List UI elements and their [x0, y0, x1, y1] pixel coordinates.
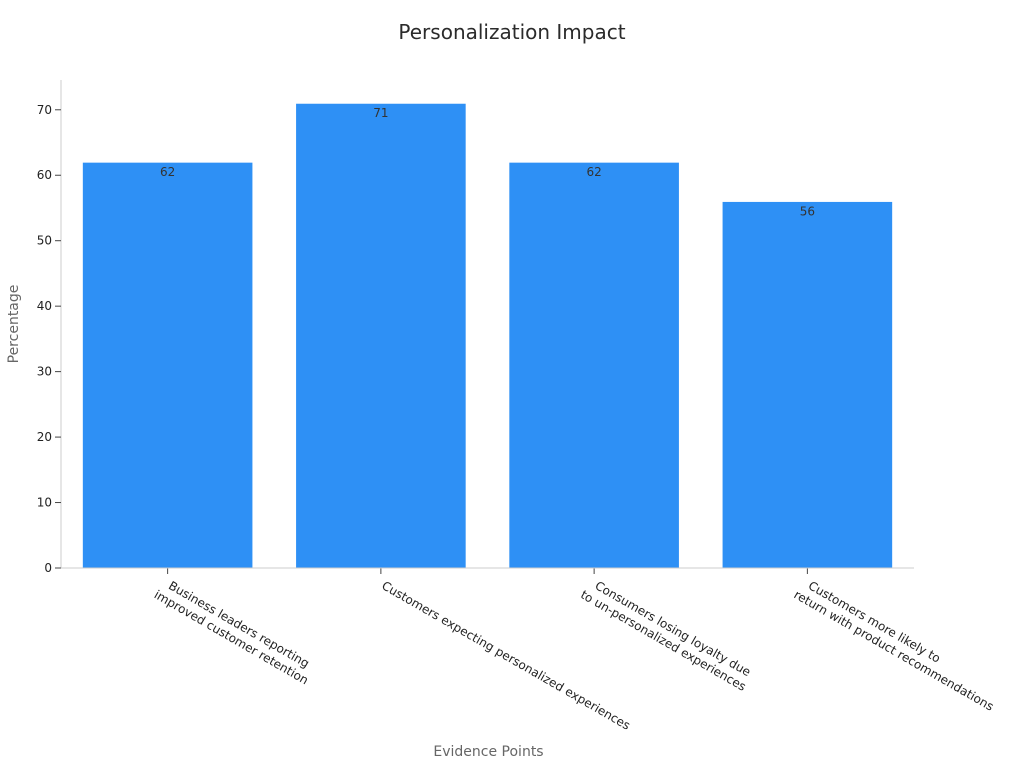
axes-group: [55, 80, 914, 574]
y-tick-label-30: 30: [37, 365, 52, 379]
chart-title: Personalization Impact: [398, 20, 626, 44]
bar-3: [508, 161, 680, 569]
y-tick-label-70: 70: [37, 103, 52, 117]
x-tick-label-line: to un-personalized experiences: [578, 587, 748, 693]
bar-4: [721, 200, 894, 569]
y-tick-label-40: 40: [37, 299, 52, 313]
bar-value-label-2: 71: [373, 106, 388, 120]
x-tick-label-line: improved customer retention: [152, 587, 311, 687]
y-tick-label-20: 20: [37, 430, 52, 444]
x-axis-title: Evidence Points: [433, 744, 543, 760]
x-tick-label-line: Customers more likely to: [806, 578, 943, 665]
bar-value-label-3: 62: [586, 165, 601, 179]
x-tick-label-line: Consumers losing loyalty due: [593, 578, 754, 679]
bar-2: [295, 102, 467, 569]
x-tick-label-4: Customers more likely toreturn with prod…: [791, 574, 1003, 713]
bar-value-label-4: 56: [800, 204, 815, 218]
y-axis-title: Percentage: [6, 285, 22, 364]
x-tick-label-line: return with product recommendations: [791, 587, 996, 713]
bar-value-label-1: 62: [160, 165, 175, 179]
bars-group: [81, 102, 894, 569]
bar-1: [81, 161, 254, 569]
x-tick-label-line: Business leaders reporting: [166, 578, 312, 670]
x-tick-label-1: Business leaders reportingimproved custo…: [152, 574, 319, 687]
x-tick-label-3: Consumers losing loyalty dueto un-person…: [578, 574, 756, 693]
y-tick-label-0: 0: [44, 561, 52, 575]
y-tick-label-10: 10: [37, 496, 52, 510]
y-tick-label-60: 60: [37, 168, 52, 182]
y-tick-label-50: 50: [37, 234, 52, 248]
